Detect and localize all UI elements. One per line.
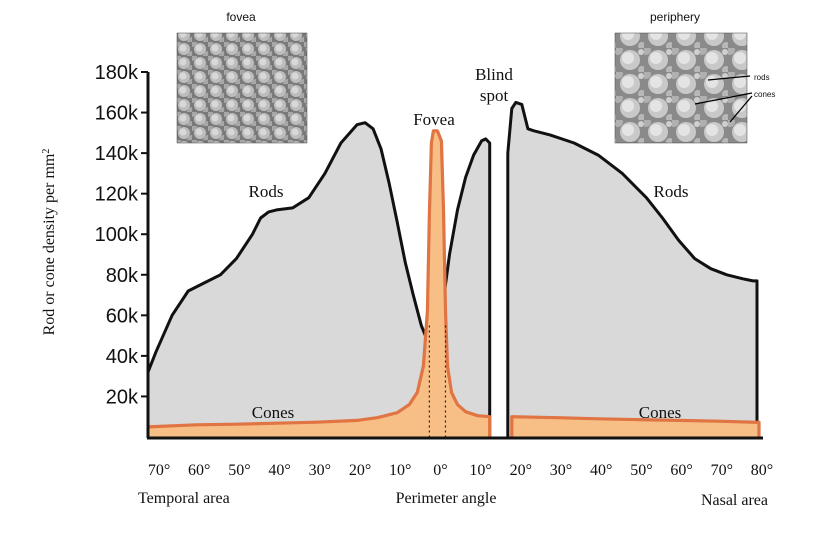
fovea-label: Fovea xyxy=(413,110,455,129)
periphery-micrograph xyxy=(614,32,748,144)
rods-left-label: Rods xyxy=(249,182,284,201)
x-tick-label: 10° xyxy=(389,462,411,479)
rods-line-3 xyxy=(506,100,759,437)
y-tick-label: 60k xyxy=(106,305,139,327)
cones-area-1 xyxy=(148,130,490,438)
y-tick-label: 140k xyxy=(95,143,139,165)
rods-line-1 xyxy=(146,121,427,437)
x-axis-label: Perimeter angle xyxy=(396,490,497,507)
x-tick-label: 40° xyxy=(268,462,290,479)
x-tick-label: 70° xyxy=(711,462,733,479)
cones-pointer-line-2 xyxy=(729,95,753,123)
nasal-area-label: Nasal area xyxy=(701,492,768,509)
rods-area-1 xyxy=(148,122,426,437)
cones-pointer-line-1 xyxy=(694,92,753,105)
y-tick-label: 20k xyxy=(106,386,139,408)
y-tick-label: 80k xyxy=(106,265,139,287)
cones-line-1 xyxy=(147,129,492,437)
rods-area-2 xyxy=(441,138,490,437)
x-tick-label: 20° xyxy=(349,462,371,479)
y-tick-label: 160k xyxy=(95,103,139,125)
blind-spot-label-line2: spot xyxy=(480,86,509,105)
cones-layer xyxy=(147,129,761,438)
fovea-inset-caption: fovea xyxy=(226,10,256,24)
cones-inset-label: cones xyxy=(754,90,775,99)
x-ticks: 70° 60° 50° 40° 30° 20° 10° 0° 10° 20° 30° 40° 50° 60… xyxy=(148,462,773,479)
x-tick-label: 70° xyxy=(148,462,170,479)
rods-right-label: Rods xyxy=(654,182,689,201)
y-tick-label: 40k xyxy=(106,346,139,368)
y-axis-label: Rod or cone density per mm2 xyxy=(41,149,59,336)
cones-left-label: Cones xyxy=(252,403,295,422)
y-tick-label: 120k xyxy=(95,184,139,206)
y-tick-label: 100k xyxy=(95,224,139,246)
cones-line-2 xyxy=(510,415,761,437)
temporal-area-label: Temporal area xyxy=(138,490,230,507)
y-ticks: 20k 40k 60k 80k 100k 120k 140k 160k 180k xyxy=(95,62,148,408)
x-tick-label: 30° xyxy=(309,462,331,479)
x-tick-label: 0° xyxy=(433,462,447,479)
x-tick-label: 80° xyxy=(751,462,773,479)
x-tick-label: 60° xyxy=(188,462,210,479)
rods-layer xyxy=(146,100,759,438)
rods-area-3 xyxy=(507,102,757,438)
y-tick-label: 180k xyxy=(95,62,139,84)
rods-inset-label: rods xyxy=(754,73,770,82)
x-tick-label: 50° xyxy=(630,462,652,479)
x-tick-label: 50° xyxy=(228,462,250,479)
blind-spot-label-line1: Blind xyxy=(475,65,513,84)
x-tick-label: 60° xyxy=(670,462,692,479)
cones-right-label: Cones xyxy=(639,403,682,422)
x-tick-label: 30° xyxy=(550,462,572,479)
periphery-inset-caption: periphery xyxy=(650,10,700,24)
x-tick-label: 20° xyxy=(510,462,532,479)
x-tick-label: 40° xyxy=(590,462,612,479)
rods-pointer-line xyxy=(707,75,751,81)
fovea-micrograph xyxy=(176,32,308,144)
x-tick-label: 10° xyxy=(469,462,491,479)
